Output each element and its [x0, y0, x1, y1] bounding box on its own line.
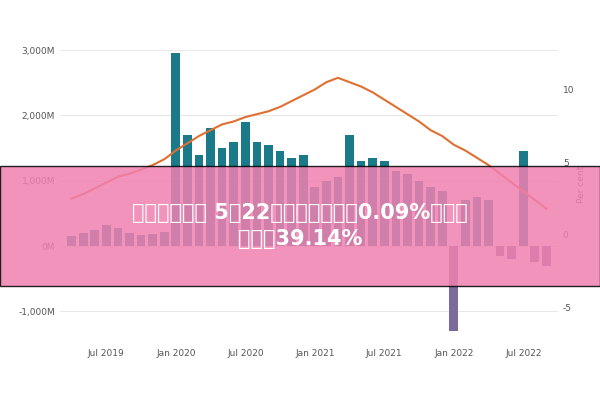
Bar	[508, 246, 516, 259]
Bar	[449, 246, 458, 331]
Bar	[125, 233, 134, 246]
Bar	[484, 200, 493, 246]
Bar	[102, 225, 110, 246]
Bar	[392, 171, 400, 246]
Bar	[415, 181, 424, 246]
Bar	[79, 233, 88, 246]
Bar	[183, 135, 192, 246]
Bar	[264, 145, 273, 246]
Bar	[218, 148, 226, 246]
Bar	[542, 246, 551, 266]
Bar	[91, 230, 99, 246]
Bar	[368, 158, 377, 246]
Bar	[322, 181, 331, 246]
Bar	[426, 187, 435, 246]
Bar	[345, 135, 354, 246]
Bar	[380, 161, 389, 246]
Bar	[299, 155, 308, 246]
Bar	[530, 246, 539, 262]
Bar	[438, 190, 446, 246]
Bar	[241, 122, 250, 246]
Bar	[194, 155, 203, 246]
Y-axis label: Per cent: Per cent	[577, 165, 586, 203]
Bar	[496, 246, 505, 256]
Bar	[276, 151, 284, 246]
Bar	[461, 200, 470, 246]
Bar	[334, 178, 342, 246]
Bar	[310, 187, 319, 246]
Bar	[253, 142, 261, 246]
Bar	[67, 236, 76, 246]
Bar	[403, 174, 412, 246]
Bar	[519, 151, 527, 246]
Bar	[357, 161, 365, 246]
Bar	[172, 53, 180, 246]
Bar	[206, 128, 215, 246]
Bar	[287, 158, 296, 246]
Bar	[148, 234, 157, 246]
Legend: Household Deposits, Annual Growth Rate: Household Deposits, Annual Growth Rate	[185, 397, 433, 400]
Bar	[137, 235, 145, 246]
Bar	[160, 232, 169, 246]
Text: 怎样借钱炒股 5月22日山鹰转债下跌0.09%，转股
溢价率39.14%: 怎样借钱炒股 5月22日山鹰转债下跌0.09%，转股 溢价率39.14%	[132, 203, 468, 249]
Bar	[113, 228, 122, 246]
Bar	[229, 142, 238, 246]
Bar	[473, 197, 481, 246]
